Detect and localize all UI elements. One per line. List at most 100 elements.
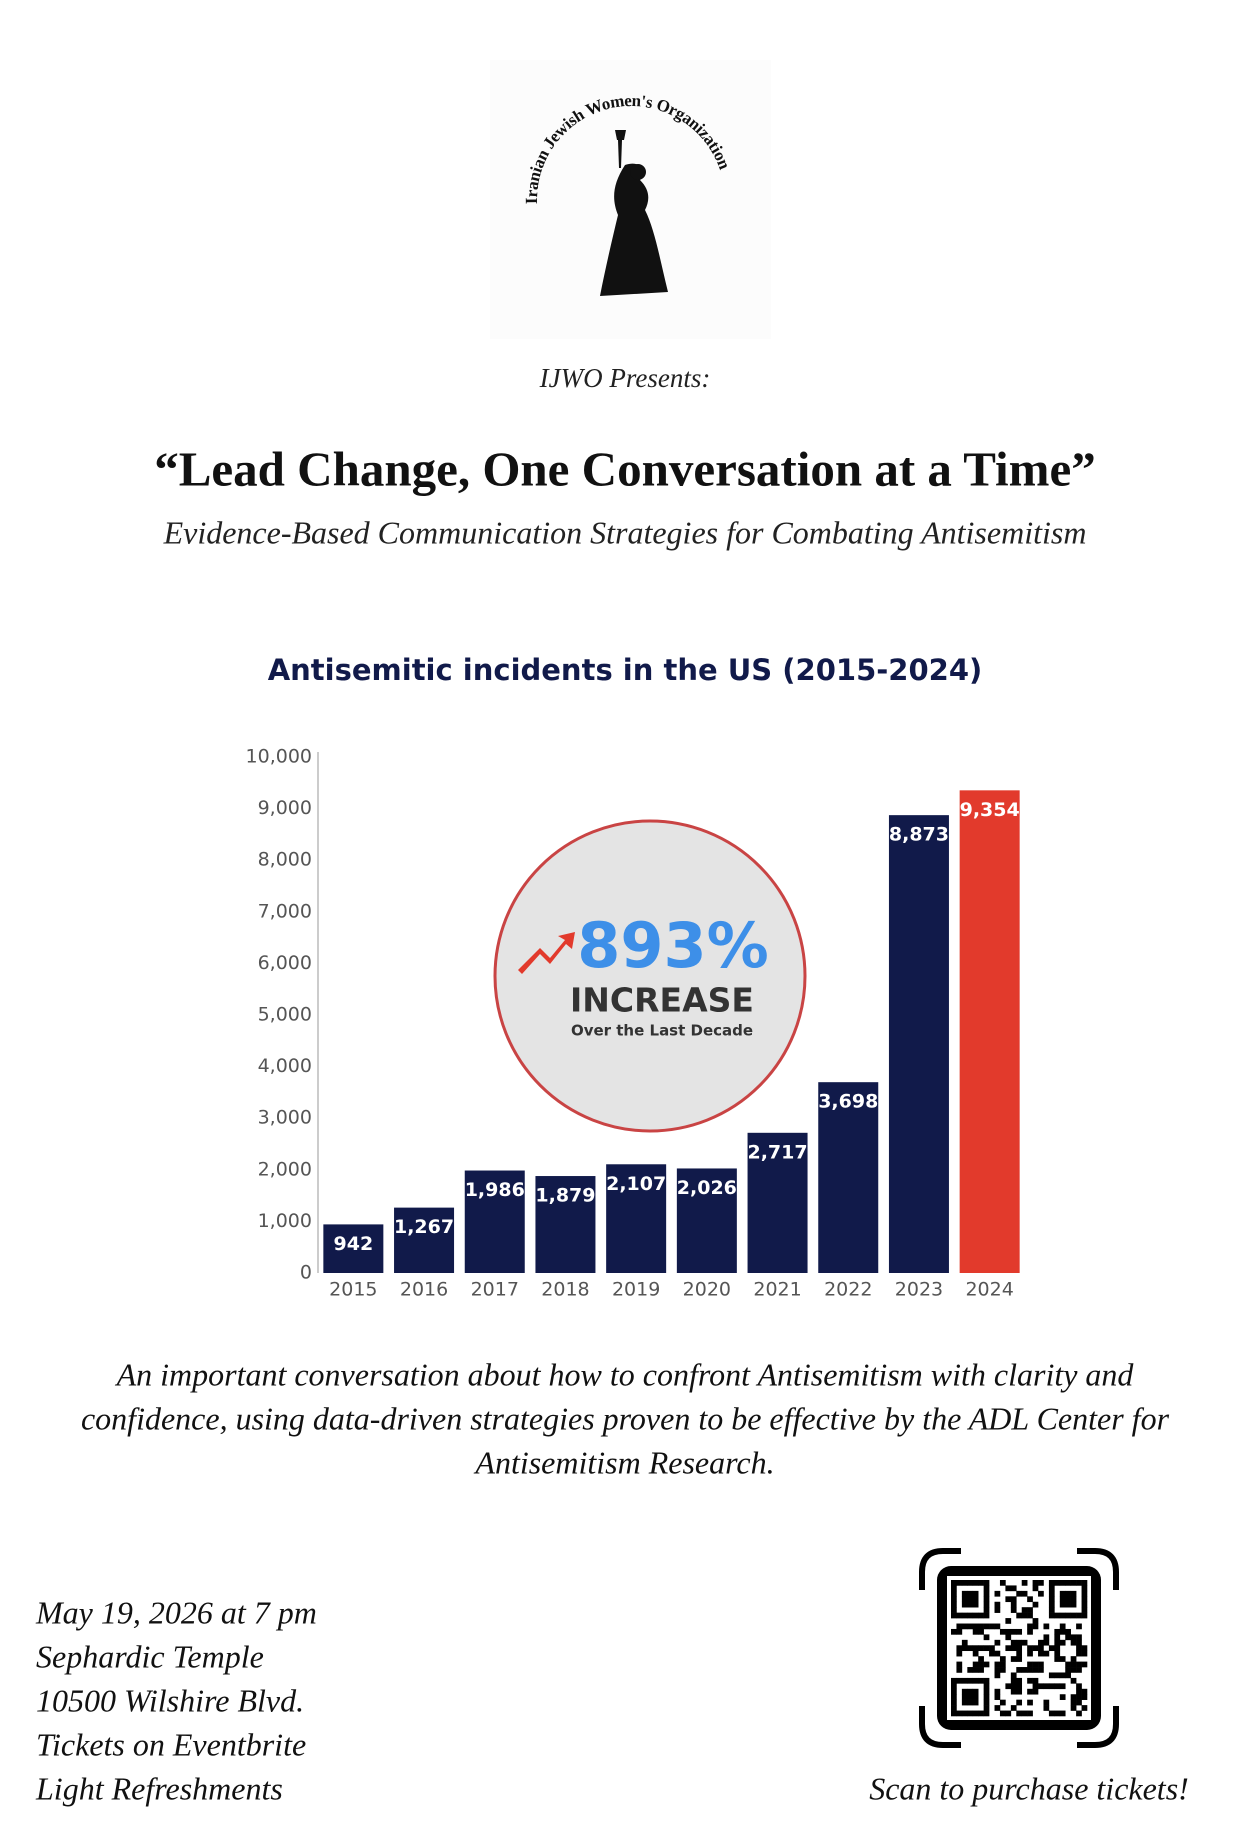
qr-cell <box>994 1639 1001 1646</box>
qr-cell <box>983 1645 990 1652</box>
qr-cell <box>1054 1672 1061 1679</box>
qr-cell <box>1081 1590 1088 1597</box>
qr-cell <box>1038 1639 1044 1646</box>
y-tick-label: 3,000 <box>258 1107 312 1129</box>
x-tick-label: 2016 <box>400 1279 448 1301</box>
value-label: 2,107 <box>606 1173 666 1195</box>
qr-cell <box>1043 1634 1050 1641</box>
qr-cell <box>1048 1645 1055 1652</box>
qr-cell <box>967 1677 974 1684</box>
qr-cell <box>1054 1628 1061 1635</box>
qr-cell <box>1076 1634 1082 1641</box>
qr-cell <box>978 1628 984 1635</box>
qr-cell <box>1043 1650 1050 1657</box>
qr-cell <box>1027 1628 1033 1635</box>
chart-title: Antisemitic incidents in the US (2015-20… <box>268 653 983 687</box>
qr-cell <box>961 1590 968 1597</box>
qr-cell <box>1010 1601 1017 1608</box>
annotation-arrow <box>518 932 575 974</box>
qr-cell <box>999 1661 1006 1668</box>
x-tick-label: 2015 <box>329 1279 377 1301</box>
bar <box>676 1168 737 1273</box>
qr-cell <box>983 1705 990 1711</box>
qr-cell <box>1070 1705 1077 1711</box>
bar <box>394 1207 455 1273</box>
qr-cell <box>1016 1699 1023 1706</box>
detail-line: Tickets on Eventbrite <box>36 1726 306 1762</box>
qr-cell <box>967 1688 974 1695</box>
qr-cell <box>1076 1661 1082 1668</box>
qr-cell <box>1059 1580 1066 1586</box>
qr-cell <box>967 1645 974 1652</box>
qr-cell <box>956 1661 963 1668</box>
qr-cell <box>972 1590 979 1597</box>
bar <box>888 815 949 1273</box>
qr-cell <box>1010 1645 1017 1652</box>
qr-cell <box>951 1628 957 1635</box>
qr-cell <box>956 1580 963 1586</box>
qr-cell <box>1038 1645 1044 1652</box>
qr-cell <box>1065 1580 1071 1586</box>
qr-cell <box>1016 1688 1023 1695</box>
qr-cell <box>999 1710 1006 1717</box>
qr-caption: Scan to purchase tickets! <box>869 1770 1189 1806</box>
qr-cell <box>1070 1699 1077 1706</box>
qr-cell <box>951 1601 957 1608</box>
qr-cell <box>951 1607 957 1613</box>
qr-cell <box>978 1645 984 1652</box>
qr-cell <box>1005 1628 1012 1635</box>
qr-cell <box>1081 1612 1088 1619</box>
qr-cell <box>1010 1628 1017 1635</box>
qr-cell <box>961 1694 968 1700</box>
qr-cell <box>967 1612 974 1619</box>
bar <box>818 1082 879 1273</box>
value-label: 3,698 <box>818 1091 878 1113</box>
qr-cell <box>978 1661 984 1668</box>
qr-cell <box>1081 1585 1088 1592</box>
detail-line: May 19, 2026 at 7 pm <box>35 1594 317 1630</box>
qr-cell <box>1048 1585 1055 1592</box>
qr-cell <box>983 1612 990 1619</box>
qr-cell <box>967 1590 974 1597</box>
bar <box>606 1164 667 1273</box>
qr-cell <box>1027 1661 1033 1668</box>
qr-cell <box>983 1601 990 1608</box>
qr-cell <box>1005 1585 1012 1592</box>
qr-cell <box>1076 1612 1082 1619</box>
qr-cell <box>967 1623 974 1630</box>
qr-cell <box>989 1645 995 1652</box>
qr-cell <box>983 1683 990 1690</box>
qr-cell <box>956 1677 963 1684</box>
qr-cell <box>1005 1683 1012 1690</box>
qr-cell <box>972 1710 979 1717</box>
qr-cell <box>951 1694 957 1700</box>
qr-cell <box>951 1699 957 1706</box>
qr-cell <box>1048 1612 1055 1619</box>
qr-cell <box>1065 1612 1071 1619</box>
qr-cell <box>1038 1683 1044 1690</box>
qr-cell <box>994 1650 1001 1657</box>
qr-cell <box>1016 1710 1023 1717</box>
qr-cell <box>972 1628 979 1635</box>
qr-cell <box>1076 1688 1082 1695</box>
qr-cell <box>1016 1628 1023 1635</box>
qr-cell <box>994 1661 1001 1668</box>
logo-figure <box>600 130 668 296</box>
value-label: 9,354 <box>960 799 1020 821</box>
qr-cell <box>1076 1667 1082 1673</box>
qr-cell <box>951 1677 957 1684</box>
qr-cell <box>1059 1601 1066 1608</box>
qr-cell <box>1054 1634 1061 1641</box>
qr-cell <box>1065 1667 1071 1673</box>
qr-cell <box>1054 1683 1061 1690</box>
qr-cell <box>1016 1612 1023 1619</box>
qr-cell <box>1059 1590 1066 1597</box>
qr-cell <box>983 1710 990 1717</box>
qr-cell <box>967 1601 974 1608</box>
detail-line: 10500 Wilshire Blvd. <box>36 1682 304 1718</box>
value-label: 1,879 <box>535 1185 595 1207</box>
qr-cell <box>1010 1672 1017 1679</box>
qr-cell <box>989 1650 995 1657</box>
x-tick-label: 2019 <box>612 1279 660 1301</box>
